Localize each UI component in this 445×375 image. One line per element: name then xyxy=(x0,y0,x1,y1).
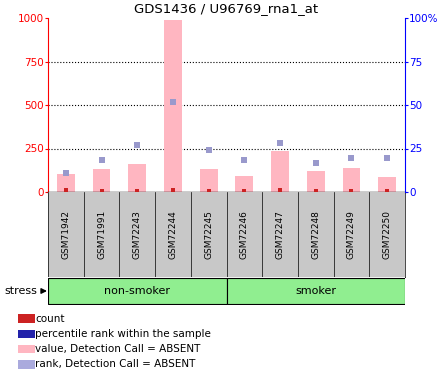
Text: percentile rank within the sample: percentile rank within the sample xyxy=(35,329,211,339)
Text: GSM71942: GSM71942 xyxy=(61,210,70,259)
Bar xyxy=(200,168,218,192)
Text: GSM72247: GSM72247 xyxy=(275,210,284,259)
Text: GSM72244: GSM72244 xyxy=(169,210,178,259)
Bar xyxy=(307,171,325,192)
Bar xyxy=(128,164,146,192)
Text: GSM72250: GSM72250 xyxy=(383,210,392,259)
Bar xyxy=(18,345,35,354)
Text: rank, Detection Call = ABSENT: rank, Detection Call = ABSENT xyxy=(35,360,196,369)
Bar xyxy=(271,151,289,192)
Bar xyxy=(93,168,110,192)
Text: smoker: smoker xyxy=(295,286,336,296)
Bar xyxy=(227,278,405,304)
Bar xyxy=(378,177,396,192)
Text: GSM72248: GSM72248 xyxy=(311,210,320,259)
Text: stress: stress xyxy=(4,286,37,296)
Bar xyxy=(48,278,227,304)
Text: GSM72245: GSM72245 xyxy=(204,210,213,259)
Text: GSM71991: GSM71991 xyxy=(97,210,106,259)
Text: value, Detection Call = ABSENT: value, Detection Call = ABSENT xyxy=(35,344,201,354)
Text: GSM72249: GSM72249 xyxy=(347,210,356,259)
Text: GSM72246: GSM72246 xyxy=(240,210,249,259)
Bar xyxy=(18,314,35,323)
Bar xyxy=(18,330,35,338)
Bar xyxy=(57,174,75,192)
Text: non-smoker: non-smoker xyxy=(104,286,170,296)
Bar xyxy=(343,168,360,192)
Title: GDS1436 / U96769_rna1_at: GDS1436 / U96769_rna1_at xyxy=(134,3,319,15)
Bar xyxy=(18,360,35,369)
Bar xyxy=(164,20,182,192)
Text: GSM72243: GSM72243 xyxy=(133,210,142,259)
Text: count: count xyxy=(35,314,65,324)
Bar xyxy=(235,176,253,192)
